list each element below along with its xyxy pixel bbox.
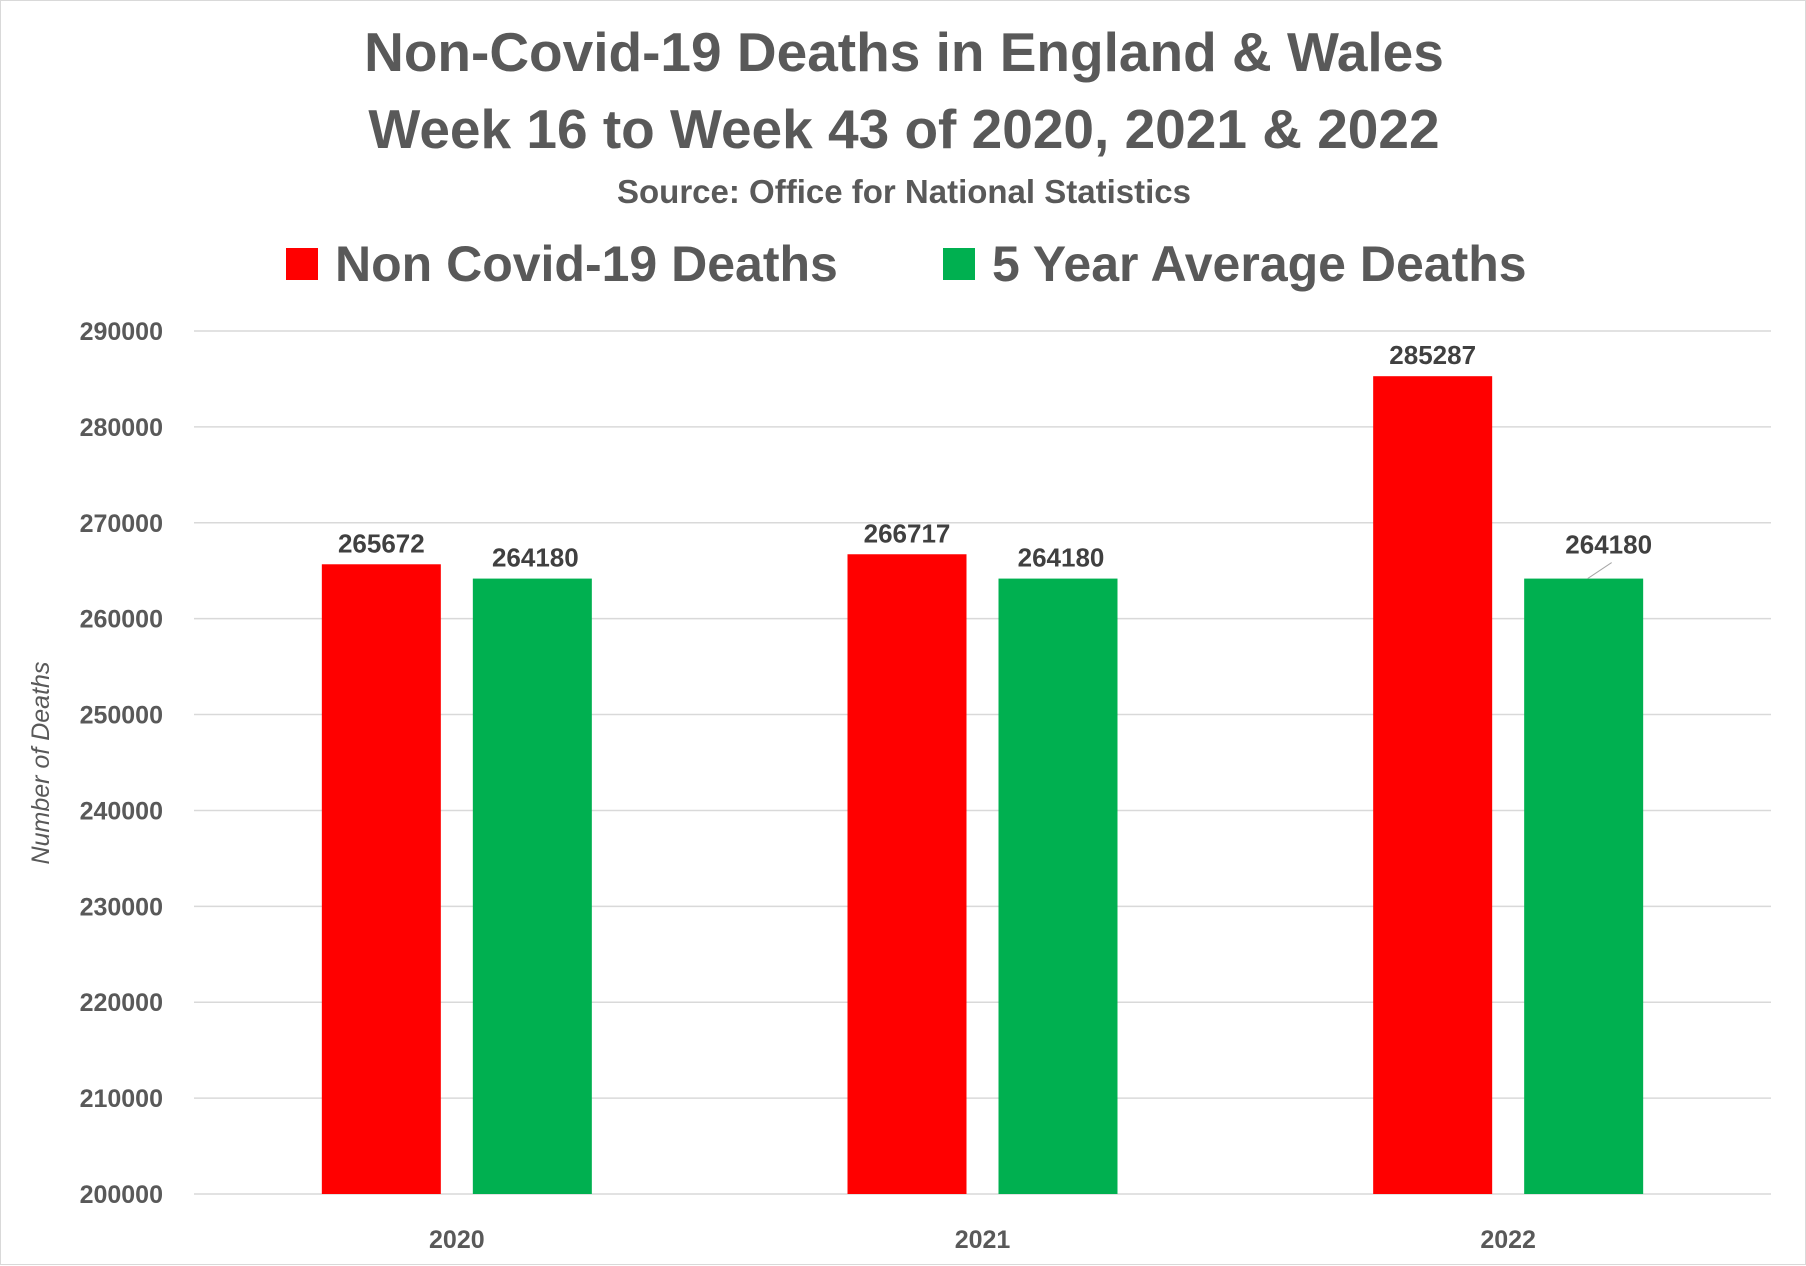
y-tick-label: 210000 xyxy=(80,1085,163,1113)
y-tick-label: 290000 xyxy=(80,318,163,346)
x-tick-label: 2020 xyxy=(429,1226,485,1254)
bars xyxy=(321,376,1644,1194)
gridlines xyxy=(194,330,1771,1195)
data-label: 264180 xyxy=(1565,530,1652,560)
x-tick-label: 2022 xyxy=(1480,1226,1536,1254)
legend-swatch xyxy=(286,248,318,280)
data-label: 285287 xyxy=(1389,340,1476,370)
bar-non-covid-2021 xyxy=(847,554,967,1194)
legend-swatch xyxy=(943,248,975,280)
bar-five-year-average-2020 xyxy=(472,578,592,1194)
y-tick-label: 250000 xyxy=(80,702,163,730)
legend-label: Non Covid-19 Deaths xyxy=(335,236,838,292)
y-tick-label: 270000 xyxy=(80,510,163,538)
legend-label: 5 Year Average Deaths xyxy=(992,236,1527,292)
bar-five-year-average-2021 xyxy=(998,578,1118,1194)
y-tick-label: 240000 xyxy=(80,797,163,825)
data-label-leader xyxy=(1587,562,1612,580)
bar-non-covid-2020 xyxy=(321,564,441,1194)
chart-title: Non-Covid-19 Deaths in England & Wales xyxy=(364,21,1444,83)
data-label: 265672 xyxy=(338,528,425,558)
chart-legend: Non Covid-19 Deaths 5 Year Average Deaths xyxy=(286,236,1527,292)
x-axis-ticks: 2020 2021 2022 xyxy=(429,1226,1536,1254)
y-axis-ticks: 200000 210000 220000 230000 240000 250000 2600… xyxy=(80,318,163,1209)
bar-five-year-average-2022 xyxy=(1524,578,1644,1194)
y-tick-label: 260000 xyxy=(80,606,163,634)
bar-non-covid-2022 xyxy=(1373,376,1493,1194)
chart-title-line2: Week 16 to Week 43 of 2020, 2021 & 2022 xyxy=(368,98,1439,160)
data-label: 264180 xyxy=(1018,543,1105,573)
y-tick-label: 220000 xyxy=(80,989,163,1017)
y-tick-label: 280000 xyxy=(80,414,163,442)
data-label: 264180 xyxy=(492,543,579,573)
data-labels: 265672 264180 266717 264180 285287 264180 xyxy=(338,340,1652,580)
x-tick-label: 2021 xyxy=(955,1226,1011,1254)
y-axis-title: Number of Deaths xyxy=(27,662,55,865)
y-tick-label: 200000 xyxy=(80,1181,163,1209)
data-label: 266717 xyxy=(864,518,951,548)
chart-subtitle: Source: Office for National Statistics xyxy=(617,173,1191,210)
y-tick-label: 230000 xyxy=(80,893,163,921)
